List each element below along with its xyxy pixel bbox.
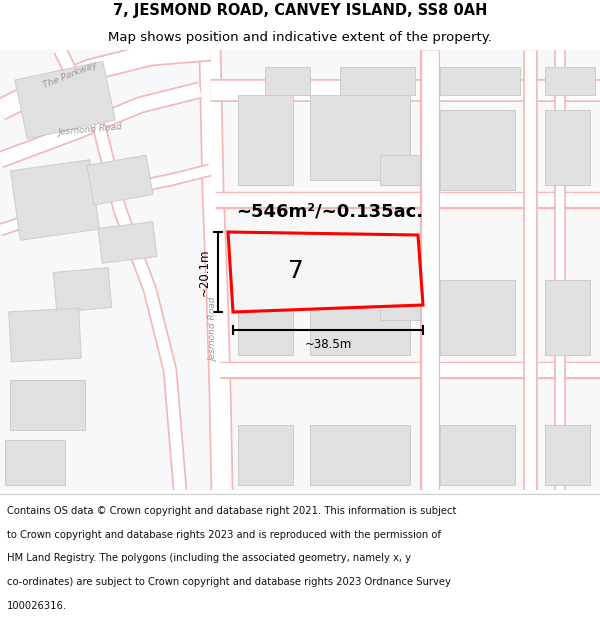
Bar	[440, 425, 515, 485]
Bar	[265, 67, 310, 95]
Text: Jesmond Road: Jesmond Road	[209, 298, 218, 362]
Polygon shape	[11, 160, 100, 240]
Bar	[310, 95, 410, 180]
Text: 100026316.: 100026316.	[7, 601, 67, 611]
Polygon shape	[15, 61, 115, 139]
Text: The Parkway: The Parkway	[41, 60, 98, 90]
Bar	[380, 155, 420, 185]
Text: co-ordinates) are subject to Crown copyright and database rights 2023 Ordnance S: co-ordinates) are subject to Crown copyr…	[7, 577, 451, 587]
Bar	[310, 425, 410, 485]
Bar	[340, 67, 415, 95]
Bar	[310, 280, 410, 355]
Polygon shape	[53, 268, 112, 312]
Polygon shape	[9, 308, 81, 362]
Bar	[238, 95, 293, 185]
Text: ~38.5m: ~38.5m	[304, 338, 352, 351]
Bar	[440, 67, 520, 95]
Bar	[545, 110, 590, 185]
Bar	[238, 280, 293, 355]
Text: HM Land Registry. The polygons (including the associated geometry, namely x, y: HM Land Registry. The polygons (includin…	[7, 554, 411, 564]
Polygon shape	[98, 222, 157, 263]
Text: Jesmond Road: Jesmond Road	[58, 122, 122, 138]
Text: 7, JESMOND ROAD, CANVEY ISLAND, SS8 0AH: 7, JESMOND ROAD, CANVEY ISLAND, SS8 0AH	[113, 4, 487, 19]
Text: to Crown copyright and database rights 2023 and is reproduced with the permissio: to Crown copyright and database rights 2…	[7, 530, 441, 540]
Text: Map shows position and indicative extent of the property.: Map shows position and indicative extent…	[108, 31, 492, 44]
Bar	[440, 280, 515, 355]
Polygon shape	[228, 232, 423, 312]
Bar	[238, 425, 293, 485]
Bar	[5, 440, 65, 485]
Text: Contains OS data © Crown copyright and database right 2021. This information is : Contains OS data © Crown copyright and d…	[7, 506, 457, 516]
Bar	[10, 380, 85, 430]
Bar	[440, 110, 515, 190]
Polygon shape	[87, 155, 153, 205]
Bar	[545, 67, 595, 95]
Text: 7: 7	[287, 259, 304, 283]
Bar	[545, 280, 590, 355]
Bar	[380, 290, 420, 320]
Text: ~20.1m: ~20.1m	[197, 248, 211, 296]
Text: ~546m²/~0.135ac.: ~546m²/~0.135ac.	[236, 203, 424, 221]
Bar	[545, 425, 590, 485]
